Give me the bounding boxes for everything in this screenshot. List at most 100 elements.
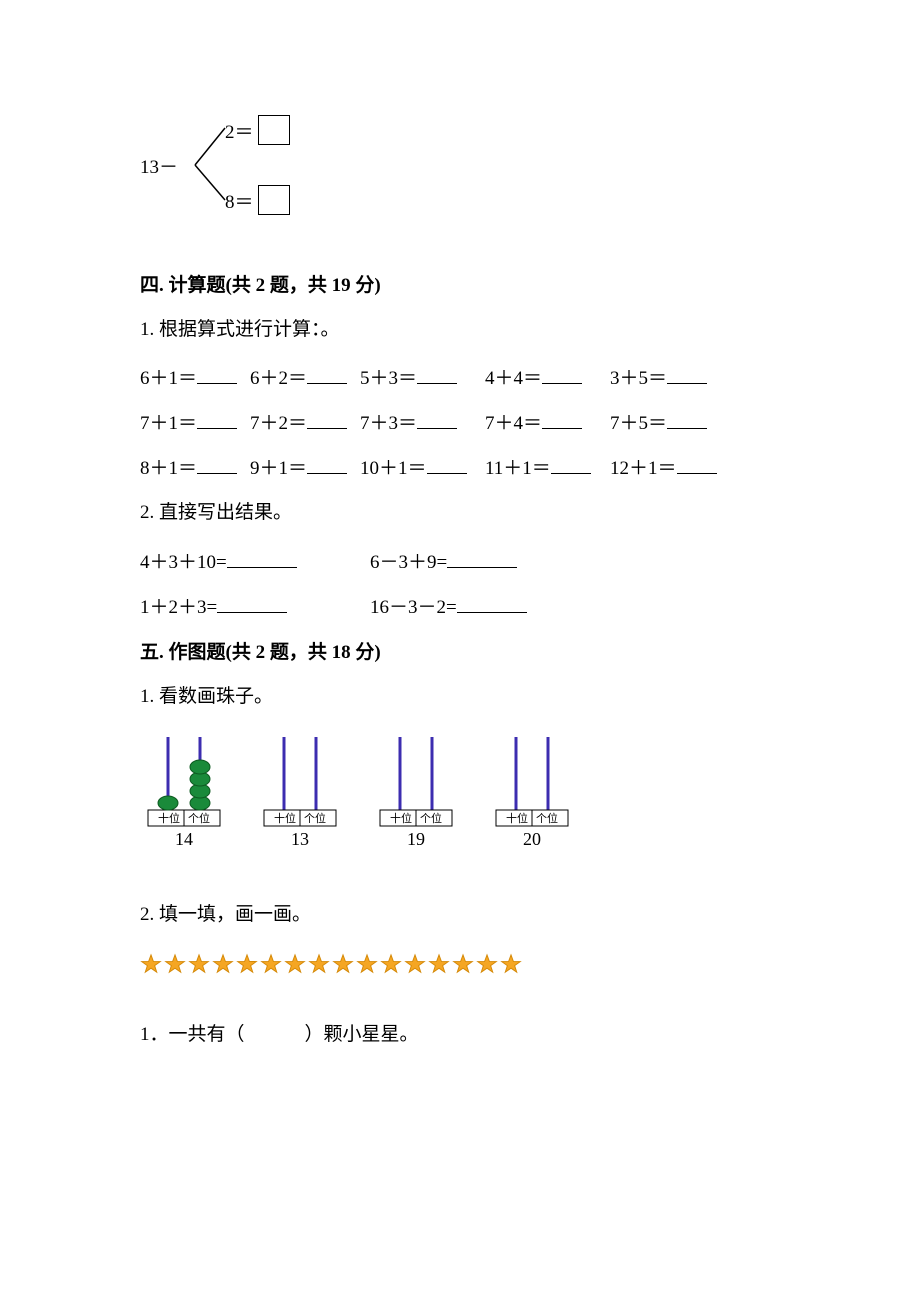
star-icon (380, 953, 402, 980)
svg-text:十位: 十位 (274, 811, 296, 825)
calc-item: 6－3＋9= (370, 547, 600, 574)
answer-blank[interactable] (197, 365, 237, 384)
branch-top: 2＝ (225, 115, 290, 145)
branch-top-label: 2＝ (225, 117, 254, 144)
calc-row: 8＋1＝ 9＋1＝ 10＋1＝ 11＋1＝ 12＋1＝ (140, 453, 790, 480)
answer-blank[interactable] (307, 455, 347, 474)
star-icon (284, 953, 306, 980)
calc-expr: 6＋1＝ (140, 368, 197, 389)
calc-item: 10＋1＝ (360, 453, 485, 480)
abacus: 十位个位13 (256, 732, 344, 850)
calc-expr: 11＋1＝ (485, 458, 551, 479)
calc-row: 4＋3＋10= 6－3＋9= (140, 547, 790, 574)
star-icon (308, 953, 330, 980)
calc-item: 16－3－2= (370, 592, 600, 619)
answer-blank[interactable] (427, 455, 467, 474)
abacus: 十位个位 14 (140, 732, 228, 850)
abacus-number: 13 (291, 829, 309, 850)
section5-q1-prompt: 1. 看数画珠子。 (140, 682, 790, 712)
section4-q2-prompt: 2. 直接写出结果。 (140, 498, 790, 528)
calc-expr: 4＋3＋10= (140, 552, 227, 573)
answer-blank[interactable] (551, 455, 591, 474)
answer-blank[interactable] (417, 410, 457, 429)
calc-expr: 7＋4＝ (485, 413, 542, 434)
calc-item: 1＋2＋3= (140, 592, 370, 619)
section5-q2-prompt: 2. 填一填，画一画。 (140, 900, 790, 930)
abacus-svg: 十位个位 (488, 732, 576, 827)
svg-text:个位: 个位 (188, 811, 210, 825)
section4-q1-prompt: 1. 根据算式进行计算：。 (140, 315, 790, 345)
svg-text:个位: 个位 (536, 811, 558, 825)
section4-q2-rows: 4＋3＋10= 6－3＋9=1＋2＋3=16－3－2= (140, 547, 790, 619)
calc-item: 7＋1＝ (140, 408, 250, 435)
abacus-svg: 十位个位 (256, 732, 344, 827)
answer-blank[interactable] (667, 365, 707, 384)
calc-row: 6＋1＝6＋2＝5＋3＝4＋4＝3＋5＝ (140, 363, 790, 390)
worksheet-page: 13－ 2＝ 8＝ 四. 计算题(共 2 题，共 19 分) 1. 根据算式进行… (0, 0, 920, 1128)
branch-diagram: 13－ 2＝ 8＝ (140, 110, 340, 220)
star-icon (332, 953, 354, 980)
answer-blank[interactable] (542, 410, 582, 429)
calc-item: 6＋1＝ (140, 363, 250, 390)
star-icon (452, 953, 474, 980)
section4-q1-rows: 6＋1＝6＋2＝5＋3＝4＋4＝3＋5＝7＋1＝7＋2＝7＋3＝7＋4＝7＋5＝… (140, 363, 790, 480)
calc-item: 12＋1＝ (610, 453, 720, 480)
star-icon (236, 953, 258, 980)
calc-expr: 10＋1＝ (360, 458, 427, 479)
calc-expr: 8＋1＝ (140, 458, 197, 479)
answer-blank[interactable] (227, 549, 297, 568)
calc-item: 7＋4＝ (485, 408, 610, 435)
answer-blank[interactable] (197, 455, 237, 474)
abacus-number: 14 (175, 829, 193, 850)
star-icon (140, 953, 162, 980)
calc-item: 3＋5＝ (610, 363, 720, 390)
calc-expr: 6－3＋9= (370, 552, 447, 573)
calc-expr: 6＋2＝ (250, 368, 307, 389)
branch-lines (190, 110, 230, 215)
branch-top-box[interactable] (258, 115, 290, 145)
calc-item: 11＋1＝ (485, 453, 610, 480)
calc-row: 7＋1＝7＋2＝ 7＋3＝ 7＋4＝ 7＋5＝ (140, 408, 790, 435)
calc-expr: 5＋3＝ (360, 368, 417, 389)
abacus-number: 20 (523, 829, 541, 850)
answer-blank[interactable] (667, 410, 707, 429)
section5-sub1: 1．一共有（）颗小星星。 (140, 1020, 790, 1050)
answer-blank[interactable] (217, 594, 287, 613)
star-icon (212, 953, 234, 980)
calc-expr: 7＋2＝ (250, 413, 307, 434)
calc-expr: 12＋1＝ (610, 458, 677, 479)
answer-blank[interactable] (307, 410, 347, 429)
calc-item: 6＋2＝ (250, 363, 360, 390)
calc-item: 5＋3＝ (360, 363, 485, 390)
svg-text:个位: 个位 (304, 811, 326, 825)
answer-blank[interactable] (447, 549, 517, 568)
abacus: 十位个位20 (488, 732, 576, 850)
abacus-row: 十位个位14十位个位13十位个位19十位个位20 (140, 732, 790, 850)
abacus-number: 19 (407, 829, 425, 850)
answer-blank[interactable] (307, 365, 347, 384)
calc-item: 4＋3＋10= (140, 547, 370, 574)
calc-item: 7＋2＝ (250, 408, 360, 435)
calc-expr: 9＋1＝ (250, 458, 307, 479)
answer-blank[interactable] (417, 365, 457, 384)
answer-blank[interactable] (677, 455, 717, 474)
star-icon (356, 953, 378, 980)
answer-blank[interactable] (197, 410, 237, 429)
answer-blank[interactable] (457, 594, 527, 613)
calc-expr: 7＋5＝ (610, 413, 667, 434)
star-icon (428, 953, 450, 980)
branch-bottom-label: 8＝ (225, 187, 254, 214)
stars-row (140, 953, 790, 980)
section4-title: 四. 计算题(共 2 题，共 19 分) (140, 270, 790, 297)
svg-text:十位: 十位 (158, 811, 180, 825)
star-icon (500, 953, 522, 980)
abacus-svg: 十位个位 (372, 732, 460, 827)
answer-blank[interactable] (542, 365, 582, 384)
calc-item: 7＋5＝ (610, 408, 720, 435)
calc-expr: 7＋3＝ (360, 413, 417, 434)
branch-bottom-box[interactable] (258, 185, 290, 215)
section5-title: 五. 作图题(共 2 题，共 18 分) (140, 637, 790, 664)
star-icon (260, 953, 282, 980)
calc-item: 9＋1＝ (250, 453, 360, 480)
svg-text:个位: 个位 (420, 811, 442, 825)
